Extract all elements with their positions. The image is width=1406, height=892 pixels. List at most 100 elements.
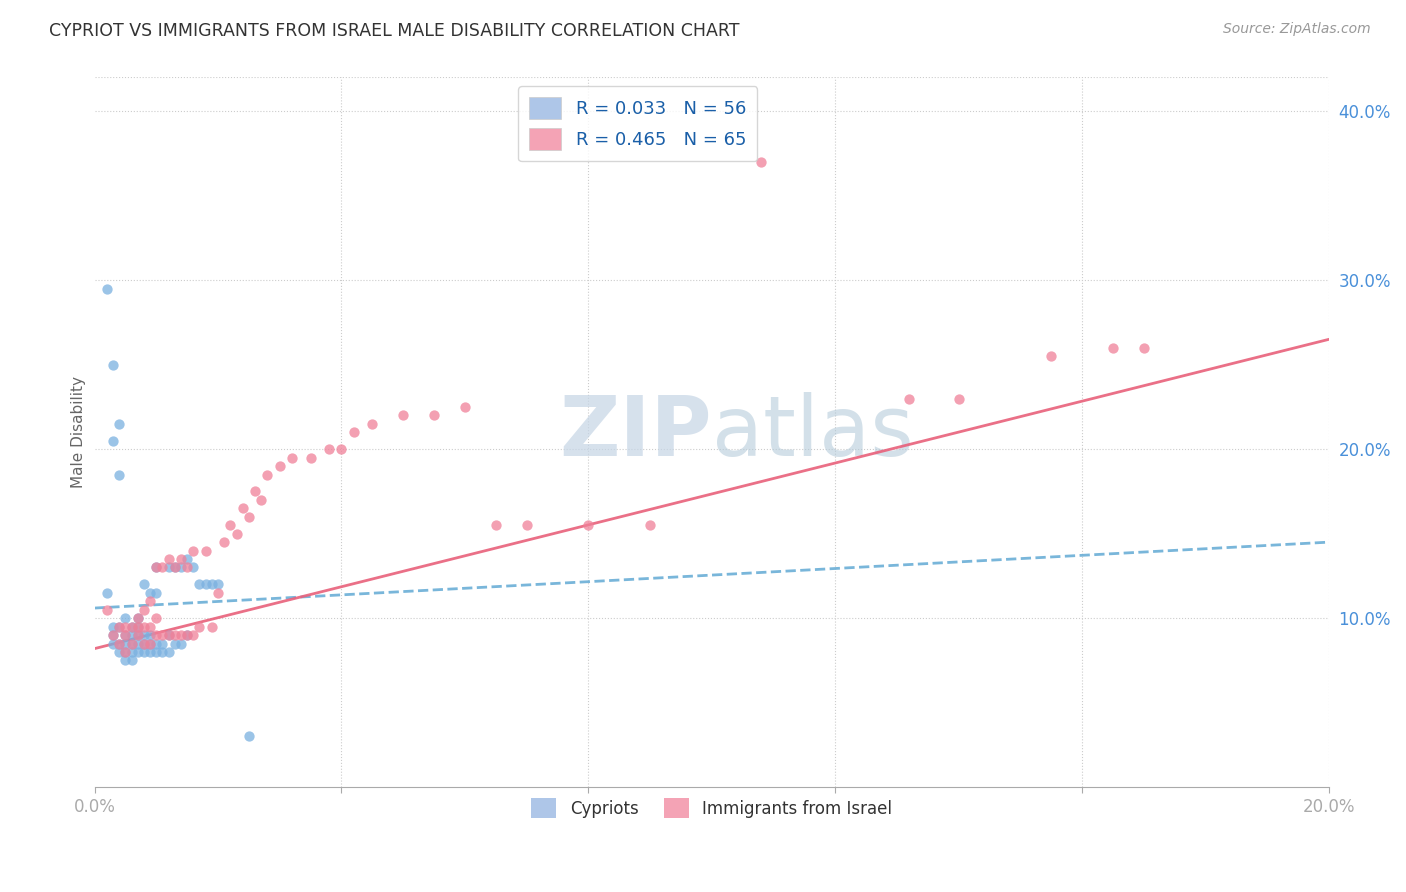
Point: [256, 467, 278, 482]
Point: [108, 620, 131, 634]
Text: atlas: atlas: [711, 392, 914, 473]
Point: [121, 628, 143, 642]
Point: [392, 409, 415, 423]
Point: [132, 628, 155, 642]
Point: [132, 603, 155, 617]
Point: [139, 645, 162, 659]
Point: [243, 484, 266, 499]
Point: [638, 518, 661, 533]
Point: [145, 586, 167, 600]
Point: [152, 636, 174, 650]
Point: [114, 611, 136, 625]
Point: [114, 628, 136, 642]
Point: [194, 577, 217, 591]
Point: [212, 535, 235, 549]
Point: [145, 611, 167, 625]
Point: [121, 620, 143, 634]
Point: [108, 645, 131, 659]
Point: [281, 450, 304, 465]
Point: [145, 636, 167, 650]
Point: [299, 450, 322, 465]
Point: [114, 620, 136, 634]
Point: [121, 653, 143, 667]
Point: [127, 620, 149, 634]
Point: [423, 409, 446, 423]
Point: [157, 628, 180, 642]
Point: [238, 509, 260, 524]
Point: [163, 628, 186, 642]
Point: [157, 560, 180, 574]
Point: [176, 560, 198, 574]
Point: [207, 586, 229, 600]
Point: [101, 358, 124, 372]
Point: [330, 442, 353, 457]
Point: [157, 645, 180, 659]
Point: [157, 628, 180, 642]
Point: [96, 282, 118, 296]
Point: [163, 560, 186, 574]
Point: [948, 392, 970, 406]
Point: [343, 425, 366, 440]
Point: [96, 586, 118, 600]
Point: [127, 636, 149, 650]
Point: [139, 636, 162, 650]
Point: [108, 417, 131, 431]
Point: [108, 636, 131, 650]
Point: [170, 636, 193, 650]
Point: [127, 611, 149, 625]
Point: [176, 628, 198, 642]
Point: [121, 636, 143, 650]
Point: [132, 620, 155, 634]
Point: [132, 636, 155, 650]
Point: [749, 155, 772, 169]
Point: [188, 620, 211, 634]
Point: [181, 560, 204, 574]
Point: [898, 392, 921, 406]
Text: ZIP: ZIP: [560, 392, 711, 473]
Point: [1101, 341, 1123, 355]
Point: [1132, 341, 1154, 355]
Point: [139, 636, 162, 650]
Point: [194, 543, 217, 558]
Point: [114, 653, 136, 667]
Point: [163, 636, 186, 650]
Point: [1040, 349, 1063, 363]
Point: [139, 620, 162, 634]
Y-axis label: Male Disability: Male Disability: [72, 376, 86, 488]
Point: [361, 417, 384, 431]
Point: [139, 628, 162, 642]
Point: [181, 628, 204, 642]
Point: [163, 560, 186, 574]
Point: [152, 645, 174, 659]
Point: [101, 434, 124, 448]
Point: [114, 628, 136, 642]
Point: [101, 636, 124, 650]
Point: [207, 577, 229, 591]
Point: [101, 620, 124, 634]
Point: [101, 628, 124, 642]
Point: [121, 645, 143, 659]
Point: [454, 400, 477, 414]
Point: [145, 628, 167, 642]
Point: [170, 560, 193, 574]
Point: [132, 577, 155, 591]
Point: [108, 620, 131, 634]
Point: [101, 628, 124, 642]
Point: [176, 552, 198, 566]
Point: [269, 459, 291, 474]
Point: [139, 594, 162, 608]
Point: [114, 636, 136, 650]
Point: [127, 628, 149, 642]
Point: [114, 645, 136, 659]
Legend: Cypriots, Immigrants from Israel: Cypriots, Immigrants from Israel: [524, 791, 898, 825]
Point: [121, 620, 143, 634]
Point: [127, 620, 149, 634]
Point: [232, 501, 254, 516]
Point: [108, 636, 131, 650]
Point: [132, 645, 155, 659]
Point: [121, 636, 143, 650]
Point: [250, 492, 273, 507]
Point: [96, 603, 118, 617]
Point: [152, 628, 174, 642]
Point: [145, 560, 167, 574]
